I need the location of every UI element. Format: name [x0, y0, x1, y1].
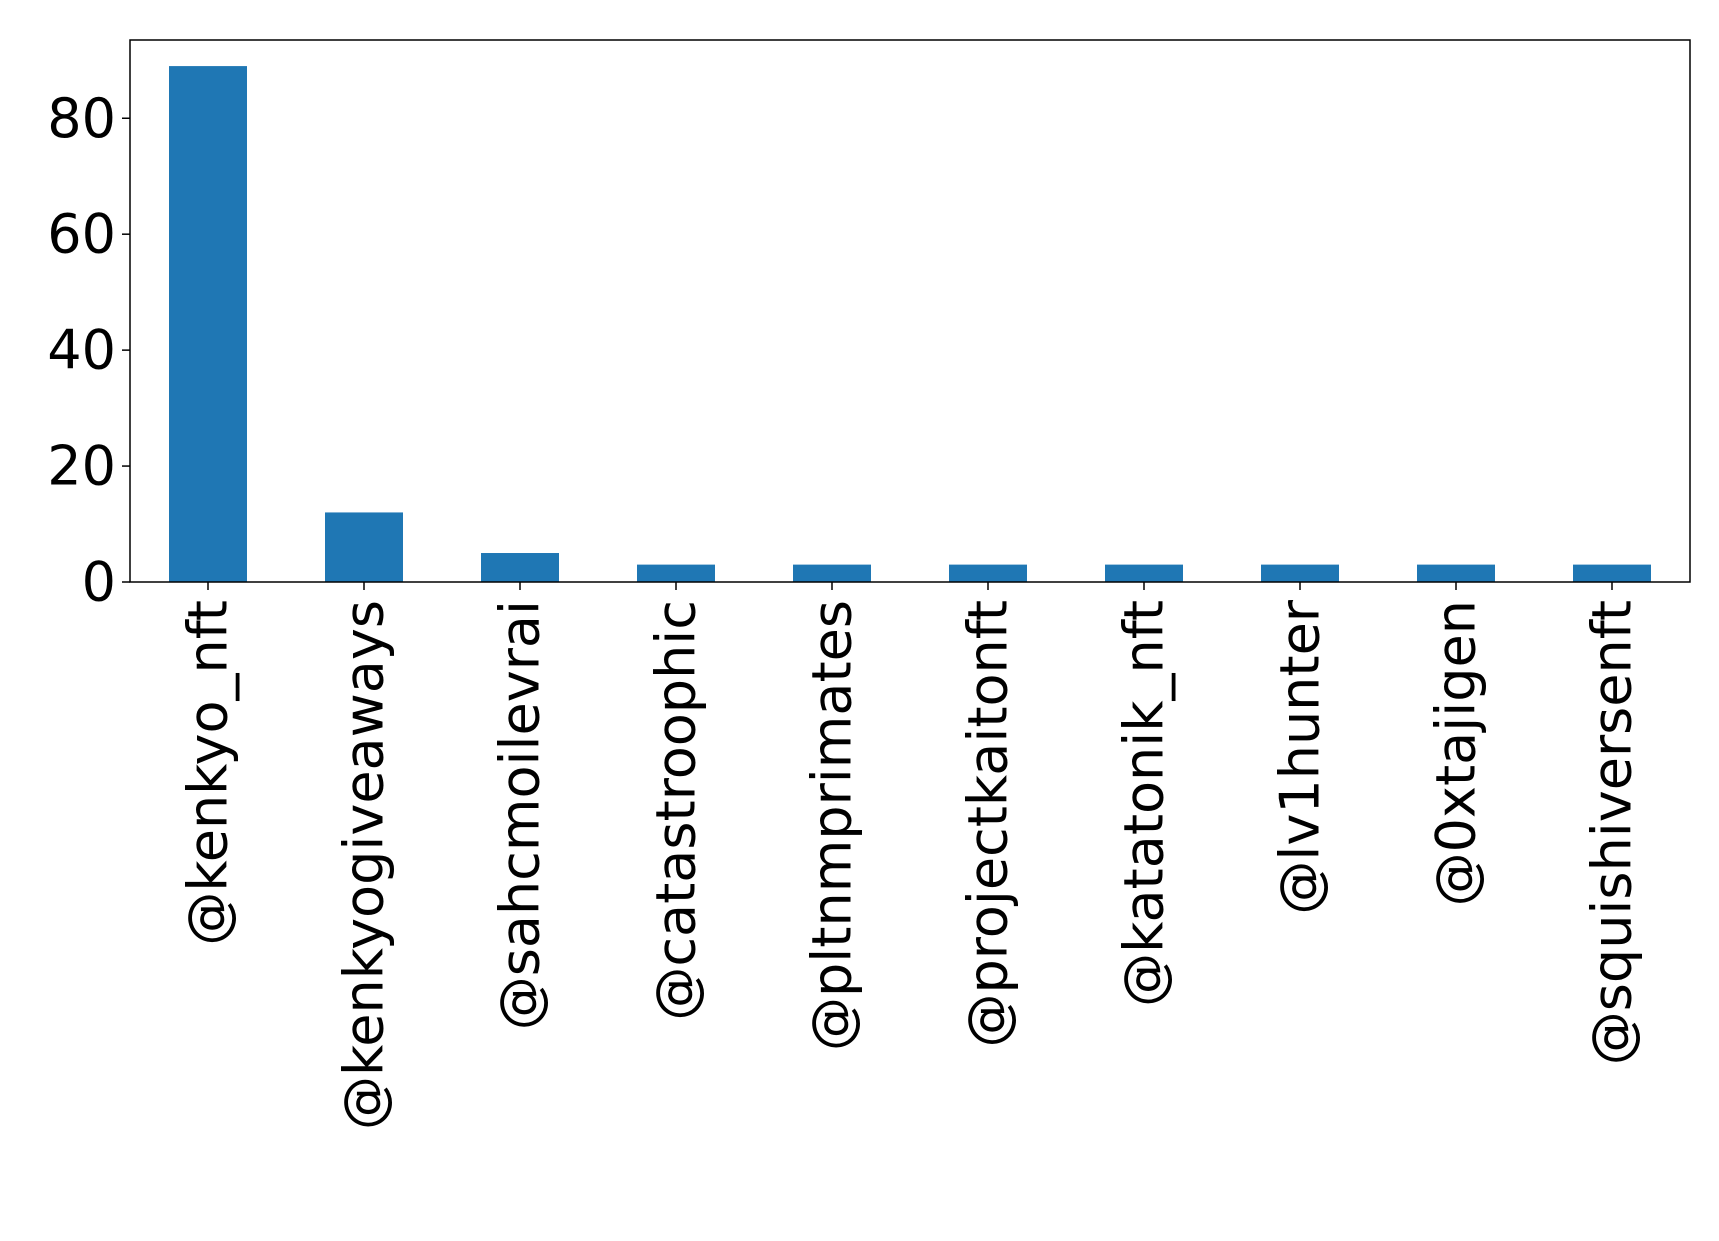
bar-5 [949, 564, 1027, 582]
bar-2 [481, 553, 559, 582]
x-tick-label: @sahcmoilevrai [489, 600, 552, 1030]
bar-1 [325, 512, 403, 582]
bar-7 [1261, 564, 1339, 582]
y-axis: 0 20 40 60 80 [47, 87, 130, 614]
bar-8 [1417, 564, 1495, 582]
x-axis: @kenkyo_nft @kenkyogiveaways @sahcmoilevra… [177, 582, 1644, 1130]
x-tick-label: @kenkyogiveaways [333, 600, 396, 1130]
y-tick-label: 0 [82, 551, 116, 614]
bar-6 [1105, 564, 1183, 582]
bars-layer [169, 66, 1651, 582]
y-tick-label: 60 [47, 203, 116, 266]
x-tick-label: @squishiversenft [1581, 600, 1644, 1065]
y-tick-label: 20 [47, 435, 116, 498]
x-tick-label: @lv1hunter [1269, 599, 1332, 914]
bar-9 [1573, 564, 1651, 582]
plot-frame [129, 39, 1691, 583]
bar-4 [793, 564, 871, 582]
bar-3 [637, 564, 715, 582]
x-tick-label: @catastroophic [645, 600, 708, 1021]
y-tick-label: 40 [47, 319, 116, 382]
x-tick-label: @katatonik_nft [1113, 600, 1176, 1007]
y-tick-label: 80 [47, 87, 116, 150]
x-tick-label: @pltnmprimates [801, 600, 864, 1051]
x-tick-label: @kenkyo_nft [177, 600, 240, 946]
bar-0 [169, 66, 247, 582]
x-tick-label: @projectkaitonft [957, 600, 1020, 1048]
x-tick-label: @0xtajigen [1425, 600, 1488, 906]
